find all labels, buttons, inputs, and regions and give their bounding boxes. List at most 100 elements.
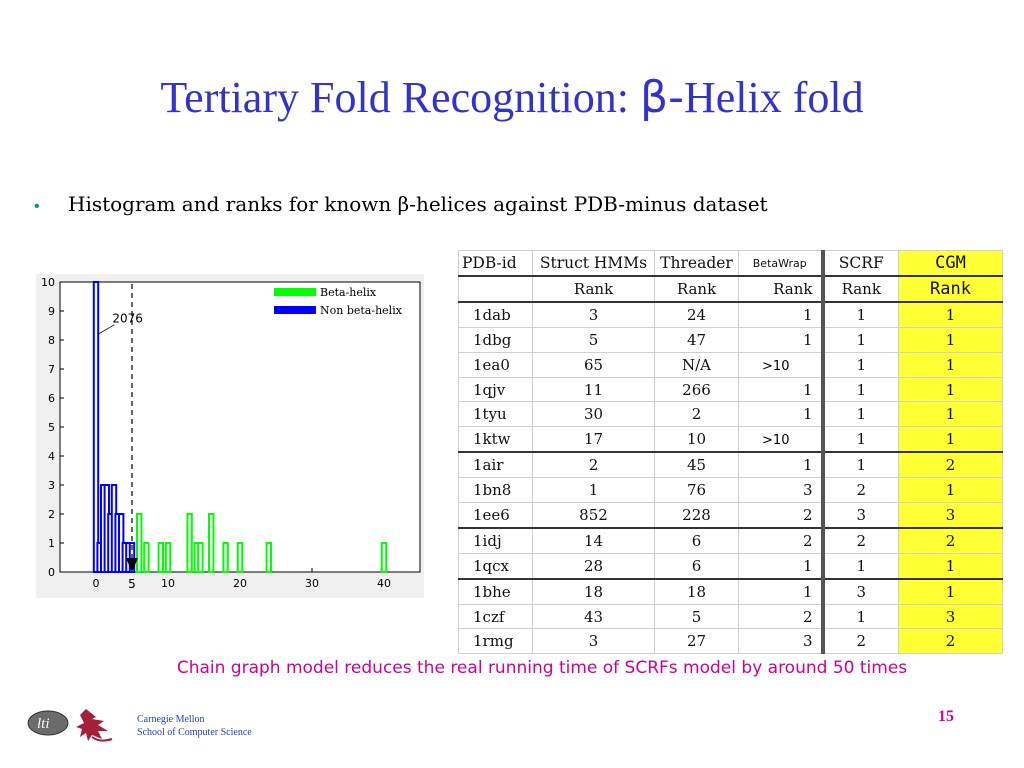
table-row: 1czf 43 5 2 1 3 — [458, 603, 1003, 630]
histogram-bar-beta — [197, 542, 204, 573]
y-tick-label: 8 — [48, 334, 55, 347]
rank-cell: 6 — [654, 526, 739, 554]
pdb-id-cell: 1dbg — [458, 326, 533, 353]
footer-org: Carnegie Mellon — [137, 714, 205, 725]
rank-cell: 76 — [654, 477, 739, 504]
rank-cell: 18 — [532, 577, 655, 605]
histogram-bar-beta — [157, 542, 164, 573]
rank-cell: 18 — [654, 577, 739, 605]
x-tick-label: 40 — [377, 577, 391, 590]
pdb-id-cell: 1bn8 — [458, 477, 533, 504]
legend-swatch — [274, 288, 316, 296]
rank-cell: 1 — [898, 351, 1003, 378]
legend-label: Non beta-helix — [320, 304, 403, 317]
pdb-id-cell: 1air — [458, 451, 533, 479]
rank-cell: 11 — [532, 376, 655, 403]
rank-cell: 1 — [738, 552, 823, 580]
histogram-chart: 0 1 2 3 4 5 6 7 8 9 10 0 10 20 30 40 5 2076 Beta-helix Non … — [36, 274, 424, 598]
histogram-bar-beta — [136, 513, 143, 573]
y-tick-label: 9 — [48, 305, 55, 318]
rank-cell: 3 — [898, 502, 1003, 529]
rank-cell: 1 — [820, 376, 899, 403]
rank-cell: 1 — [738, 301, 823, 328]
rank-cell: 1 — [820, 326, 899, 353]
title-beta: β- — [640, 72, 684, 123]
legend-label: Beta-helix — [320, 286, 377, 299]
y-tick-label: 10 — [41, 276, 55, 289]
x-tick-label: 10 — [161, 577, 175, 590]
slide-title: Tertiary Fold Recognition: β-Helix fold — [0, 72, 1024, 123]
lti-logo-icon: lti — [27, 709, 113, 742]
rank-cell: 10 — [654, 426, 739, 453]
col-header-pdb-id: PDB-id — [458, 250, 533, 277]
pdb-id-cell: 1ea0 — [458, 351, 533, 378]
rank-cell: 3 — [532, 628, 655, 655]
col-header-threader: Threader — [654, 250, 739, 277]
histogram-bar-beta — [265, 542, 273, 573]
pdb-id-cell: 1ee6 — [458, 502, 533, 529]
annotation-pointer — [97, 324, 115, 335]
col-header-scrf: SCRF — [820, 250, 899, 277]
rank-cell: 266 — [654, 376, 739, 403]
rank-cell: 2 — [738, 526, 823, 554]
annotation-2076: 2076 — [112, 312, 143, 326]
col-header-cgm: CGM — [898, 250, 1003, 277]
rank-gt10-text: >10 — [762, 433, 790, 449]
rank-cell: 6 — [654, 552, 739, 580]
bullet-text: Histogram and ranks for known β-helices … — [68, 192, 768, 216]
rank-cell: 28 — [532, 552, 655, 580]
y-tick-label: 4 — [48, 450, 55, 463]
rank-cell: 2 — [898, 526, 1003, 554]
pdb-id-cell: 1czf — [458, 603, 533, 630]
col-subheader: Rank — [820, 275, 899, 303]
y-tick-label: 7 — [48, 363, 55, 376]
rank-cell: 1 — [738, 401, 823, 428]
page-number: 15 — [938, 708, 954, 725]
rank-gt10-text: >10 — [762, 358, 790, 374]
rank-cell: 3 — [820, 577, 899, 605]
pdb-id-cell: 1rmg — [458, 628, 533, 655]
pdb-id-cell: 1dab — [458, 301, 533, 328]
footer-logos: lti — [26, 707, 126, 751]
table-row: 1ee6 852 228 2 3 3 — [458, 502, 1003, 529]
rank-cell: 14 — [532, 526, 655, 554]
rank-cell: 1 — [820, 351, 899, 378]
pdb-id-cell: 1qjv — [458, 376, 533, 403]
pdb-id-cell: 1qcx — [458, 552, 533, 580]
table-row: 1tyu 30 2 1 1 1 — [458, 401, 1003, 428]
table-row: 1idj 14 6 2 2 2 — [458, 526, 1003, 554]
rank-cell: 1 — [820, 603, 899, 630]
pdb-id-cell: 1ktw — [458, 426, 533, 453]
rank-cell: 43 — [532, 603, 655, 630]
legend-swatch — [274, 306, 316, 314]
col-subheader: Rank — [654, 275, 739, 303]
histogram-svg: 0 1 2 3 4 5 6 7 8 9 10 0 10 20 30 40 5 2076 Beta-helix Non … — [41, 276, 421, 591]
rank-cell: 3 — [820, 502, 899, 529]
table-row: 1rmg 3 27 3 2 2 — [458, 628, 1003, 655]
rank-cell: 2 — [738, 502, 823, 529]
histogram-bar-beta — [208, 513, 215, 573]
table-row: 1qcx 28 6 1 1 1 — [458, 552, 1003, 580]
rank-cell: 5 — [532, 326, 655, 353]
col-subheader: Rank — [738, 275, 823, 303]
rank-cell: 3 — [738, 477, 823, 504]
pdb-id-cell: 1idj — [458, 526, 533, 554]
table-row: 1dbg 5 47 1 1 1 — [458, 326, 1003, 353]
pdb-id-cell: 1tyu — [458, 401, 533, 428]
rank-cell: 2 — [898, 451, 1003, 479]
table-row: 1dab 3 24 1 1 1 — [458, 301, 1003, 328]
rank-cell: 30 — [532, 401, 655, 428]
rank-cell: 2 — [898, 628, 1003, 655]
histogram-bar-beta — [236, 542, 244, 573]
histogram-bar-beta — [186, 513, 193, 573]
rank-cell: >10 — [738, 426, 823, 453]
rank-cell: 1 — [898, 376, 1003, 403]
rank-cell: 1 — [738, 577, 823, 605]
y-tick-label: 0 — [48, 566, 55, 579]
rank-cell: 1 — [898, 477, 1003, 504]
rank-cell: 1 — [532, 477, 655, 504]
rank-cell: 1 — [898, 401, 1003, 428]
table-row: 1ktw 17 10 >10 1 1 — [458, 426, 1003, 453]
col-header-struct-hmms: Struct HMMs — [532, 250, 655, 277]
x-tick-label: 20 — [233, 577, 247, 590]
